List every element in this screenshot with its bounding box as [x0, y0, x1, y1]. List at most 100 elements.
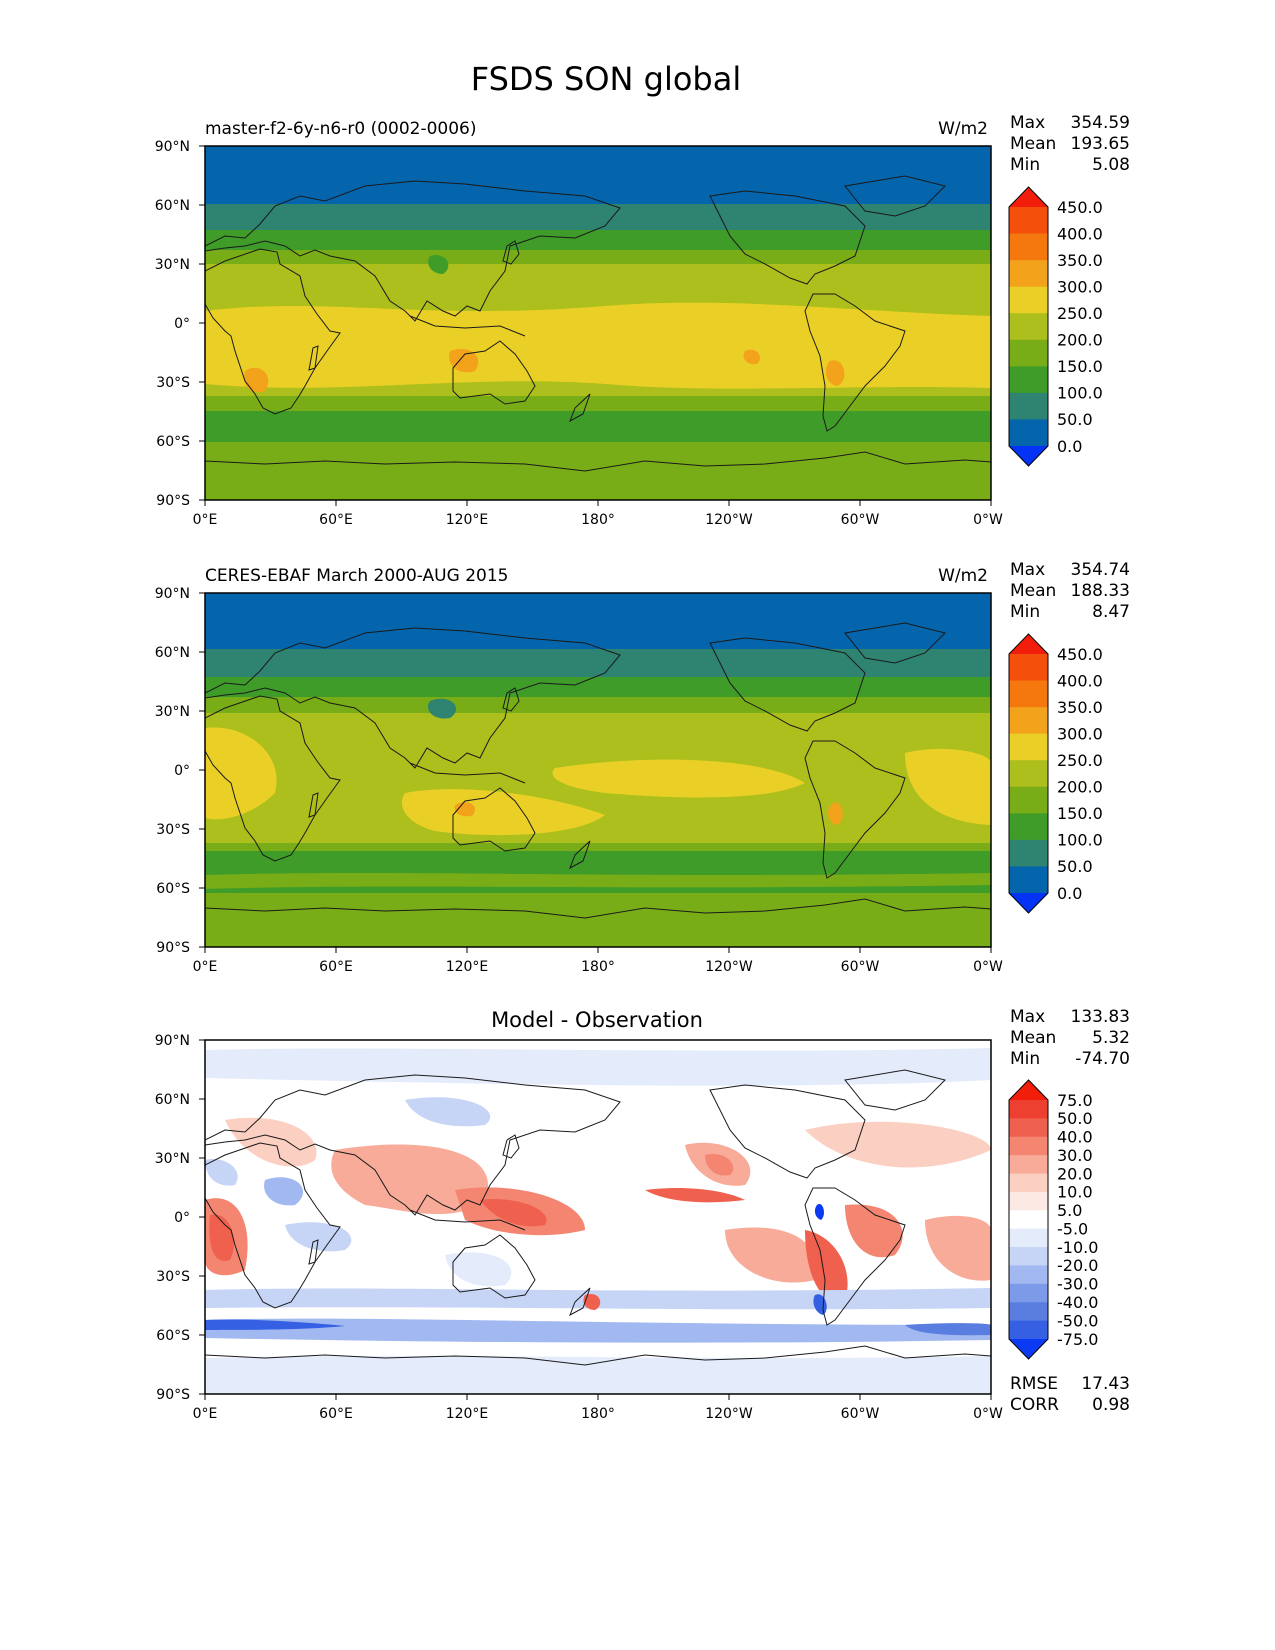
colorbar-swatch — [1009, 366, 1048, 394]
lon-tick-label: 120°E — [446, 959, 489, 975]
colorbar-level-label: 350.0 — [1057, 251, 1103, 270]
panel-model-lon-axis: 0°E 60°E 120°E 180° 120°W 60°W 0°W — [193, 500, 1003, 528]
lat-tick-label: 30°S — [156, 822, 190, 838]
lat-tick-label: 30°S — [156, 1269, 190, 1285]
lon-tick-label: 60°E — [319, 1406, 353, 1422]
colorbar-level-label: 250.0 — [1057, 304, 1103, 323]
colorbar-swatch — [1009, 866, 1048, 894]
stat-max-value: 133.83 — [1071, 1007, 1130, 1027]
stat-min-value: 5.08 — [1092, 155, 1130, 175]
colorbar-swatch — [1009, 233, 1048, 261]
lon-tick-label: 120°W — [705, 512, 753, 528]
colorbar-outline — [1008, 186, 1049, 467]
panel-obs-units: W/m2 — [938, 566, 988, 586]
panel-model-stats: Max 354.59 Mean 193.65 Min 5.08 — [1010, 113, 1130, 175]
colorbar-swatch — [1009, 1136, 1048, 1156]
colorbar-swatch — [1009, 1320, 1048, 1340]
stat-min-label: Min — [1010, 602, 1040, 622]
colorbar-level-label: 300.0 — [1057, 724, 1103, 743]
colorbar-swatch — [1009, 654, 1048, 682]
colorbar-swatch — [1009, 1173, 1048, 1193]
colorbar-level-label: 450.0 — [1057, 645, 1103, 664]
colorbar-level-label: -75.0 — [1057, 1330, 1098, 1349]
lon-tick-label: 0°W — [973, 512, 1003, 528]
colorbar-swatch — [1009, 839, 1048, 867]
lon-tick-label: 0°W — [973, 1406, 1003, 1422]
colorbar-level-label: 20.0 — [1057, 1164, 1093, 1183]
panel-obs-colorbar: 450.0 400.0 350.0 300.0 250.0 200.0 150.0 100.0… — [1008, 633, 1103, 914]
colorbar-swatch — [1009, 707, 1048, 735]
lon-tick-label: 0°W — [973, 959, 1003, 975]
lon-tick-label: 60°E — [319, 512, 353, 528]
colorbar-level-label: 150.0 — [1057, 804, 1103, 823]
colorbar-swatch — [1009, 1228, 1048, 1248]
panel-diff-lon-axis: 0°E 60°E 120°E 180° 120°W 60°W 0°W — [193, 1394, 1003, 1422]
panel-diff: Model - Observation Max 133.83 Mean 5.32… — [155, 1007, 1130, 1422]
colorbar-swatch — [1009, 733, 1048, 761]
lon-tick-label: 0°E — [193, 959, 218, 975]
colorbar-swatch — [1009, 1100, 1048, 1119]
colorbar-swatch — [1009, 1283, 1048, 1303]
lat-tick-label: 0° — [174, 763, 190, 779]
colorbar-swatch — [1009, 813, 1048, 841]
stat-min-label: Min — [1010, 1049, 1040, 1069]
stat-max-label: Max — [1010, 113, 1045, 133]
stat-rmse-label: RMSE — [1010, 1374, 1058, 1394]
lon-tick-label: 120°W — [705, 959, 753, 975]
colorbar-swatch — [1009, 634, 1048, 654]
colorbar-level-label: 200.0 — [1057, 331, 1103, 350]
colorbar-outline — [1008, 633, 1049, 914]
colorbar-swatch — [1009, 1265, 1048, 1285]
colorbar-level-label: 150.0 — [1057, 357, 1103, 376]
colorbar-level-label: -50.0 — [1057, 1311, 1098, 1330]
colorbar-level-label: 400.0 — [1057, 224, 1103, 243]
lon-tick-label: 0°E — [193, 1406, 218, 1422]
stat-max-value: 354.59 — [1071, 113, 1130, 133]
panel-obs-stats: Max 354.74 Mean 188.33 Min 8.47 — [1010, 560, 1130, 622]
panel-model-lat-axis: 90°N 60°N 30°N 0° 30°S 60°S 90°S — [155, 139, 205, 509]
figure-title: FSDS SON global — [471, 60, 741, 98]
colorbar-swatch — [1009, 286, 1048, 314]
colorbar-swatch — [1009, 392, 1048, 420]
lat-tick-label: 30°N — [155, 1151, 190, 1167]
colorbar-level-label: 75.0 — [1057, 1091, 1093, 1110]
lat-tick-label: 30°S — [156, 375, 190, 391]
panel-model-colorbar: 450.0 400.0 350.0 300.0 250.0 200.0 150.0 100.0… — [1008, 186, 1103, 467]
stat-corr-label: CORR — [1010, 1395, 1059, 1415]
stat-mean-label: Mean — [1010, 134, 1056, 154]
lon-tick-label: 0°E — [193, 512, 218, 528]
colorbar-outline — [1008, 1079, 1049, 1360]
panel-obs-lat-axis: 90°N 60°N 30°N 0° 30°S 60°S 90°S — [155, 586, 205, 956]
stat-min-value: 8.47 — [1092, 602, 1130, 622]
lat-tick-label: 90°N — [155, 1033, 190, 1049]
colorbar-swatch — [1009, 1339, 1048, 1359]
panel-model: master-f2-6y-n6-r0 (0002-0006) W/m2 Max … — [155, 113, 1130, 528]
colorbar-level-label: 300.0 — [1057, 277, 1103, 296]
lat-tick-label: 0° — [174, 316, 190, 332]
stat-mean-label: Mean — [1010, 1028, 1056, 1048]
colorbar-level-label: 350.0 — [1057, 698, 1103, 717]
panel-diff-extra-stats: RMSE 17.43 CORR 0.98 — [1010, 1374, 1130, 1415]
stat-max-label: Max — [1010, 1007, 1045, 1027]
stat-mean-label: Mean — [1010, 581, 1056, 601]
stat-mean-value: 188.33 — [1071, 581, 1130, 601]
lat-tick-label: 90°N — [155, 139, 190, 155]
lat-tick-label: 90°S — [156, 1387, 190, 1403]
lon-tick-label: 180° — [581, 1406, 615, 1422]
colorbar-swatch — [1009, 786, 1048, 814]
map-model — [204, 145, 992, 501]
colorbar-level-label: 100.0 — [1057, 384, 1103, 403]
colorbar-level-label: -10.0 — [1057, 1238, 1098, 1257]
lon-tick-label: 60°W — [841, 512, 880, 528]
stat-corr-value: 0.98 — [1092, 1395, 1130, 1415]
panel-obs: CERES-EBAF March 2000-AUG 2015 W/m2 Max … — [155, 560, 1130, 975]
colorbar-swatch — [1009, 893, 1048, 913]
lat-tick-label: 60°N — [155, 645, 190, 661]
lon-tick-label: 120°W — [705, 1406, 753, 1422]
lat-tick-label: 60°N — [155, 1092, 190, 1108]
stat-mean-value: 193.65 — [1071, 134, 1130, 154]
colorbar-swatch — [1009, 680, 1048, 708]
colorbar-level-label: 200.0 — [1057, 778, 1103, 797]
lat-tick-label: 0° — [174, 1210, 190, 1226]
panel-diff-lat-axis: 90°N 60°N 30°N 0° 30°S 60°S 90°S — [155, 1033, 205, 1403]
